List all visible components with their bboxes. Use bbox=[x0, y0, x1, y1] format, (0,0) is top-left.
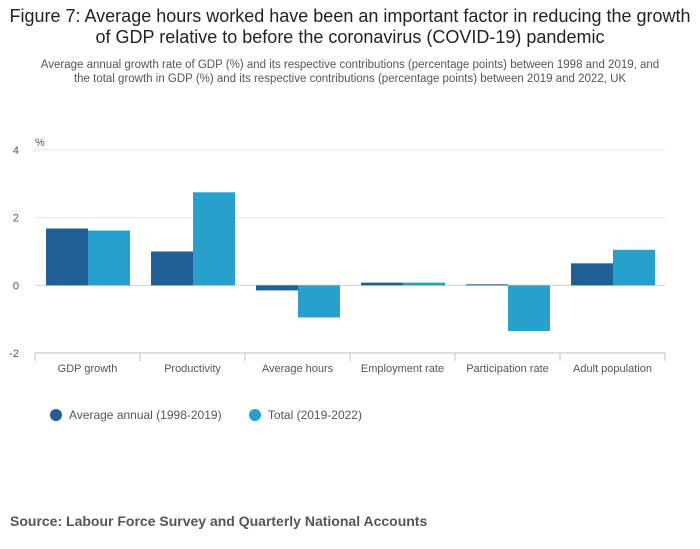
x-tick-label: GDP growth bbox=[58, 363, 118, 375]
x-tick-label: Average hours bbox=[262, 363, 334, 375]
legend: Average annual (1998-2019) Total (2019-2… bbox=[50, 408, 386, 424]
chart-subtitle: Average annual growth rate of GDP (%) an… bbox=[40, 59, 660, 85]
chart-title: Figure 7: Average hours worked have been… bbox=[9, 6, 691, 47]
bar-total bbox=[193, 192, 235, 286]
bar-average-annual bbox=[571, 263, 613, 286]
y-tick-label: 4 bbox=[13, 145, 19, 157]
legend-label-average-annual: Average annual (1998-2019) bbox=[69, 408, 222, 422]
y-tick-label: 0 bbox=[13, 280, 19, 292]
x-tick-label: Productivity bbox=[164, 363, 221, 375]
y-axis-label: % bbox=[35, 137, 45, 149]
legend-swatch-total bbox=[248, 409, 261, 421]
legend-label-total: Total (2019-2022) bbox=[267, 408, 362, 422]
y-tick-label: 2 bbox=[13, 213, 19, 225]
bar-total bbox=[298, 285, 340, 318]
legend-item-average-annual: Average annual (1998-2019) bbox=[50, 408, 222, 422]
legend-swatch-average-annual bbox=[50, 409, 62, 421]
bar-average-annual bbox=[466, 284, 508, 286]
bar-total bbox=[508, 285, 550, 332]
bar-average-annual bbox=[151, 251, 193, 286]
bar-average-annual bbox=[46, 228, 88, 286]
bar-total bbox=[88, 230, 130, 286]
bar-average-annual bbox=[256, 285, 298, 291]
y-tick-label: -2 bbox=[9, 348, 19, 360]
x-tick-label: Employment rate bbox=[361, 363, 444, 375]
source-note: Source: Labour Force Survey and Quarterl… bbox=[10, 513, 428, 529]
x-tick-label: Adult population bbox=[573, 363, 652, 375]
x-tick-label: Participation rate bbox=[466, 363, 549, 375]
bar-total bbox=[613, 249, 655, 286]
bar-total bbox=[403, 282, 445, 286]
legend-item-total: Total (2019-2022) bbox=[248, 408, 362, 422]
bar-chart: -2 0 2 4% GDP growth Productivity Average hour… bbox=[9, 137, 666, 375]
bar-average-annual bbox=[361, 282, 403, 286]
